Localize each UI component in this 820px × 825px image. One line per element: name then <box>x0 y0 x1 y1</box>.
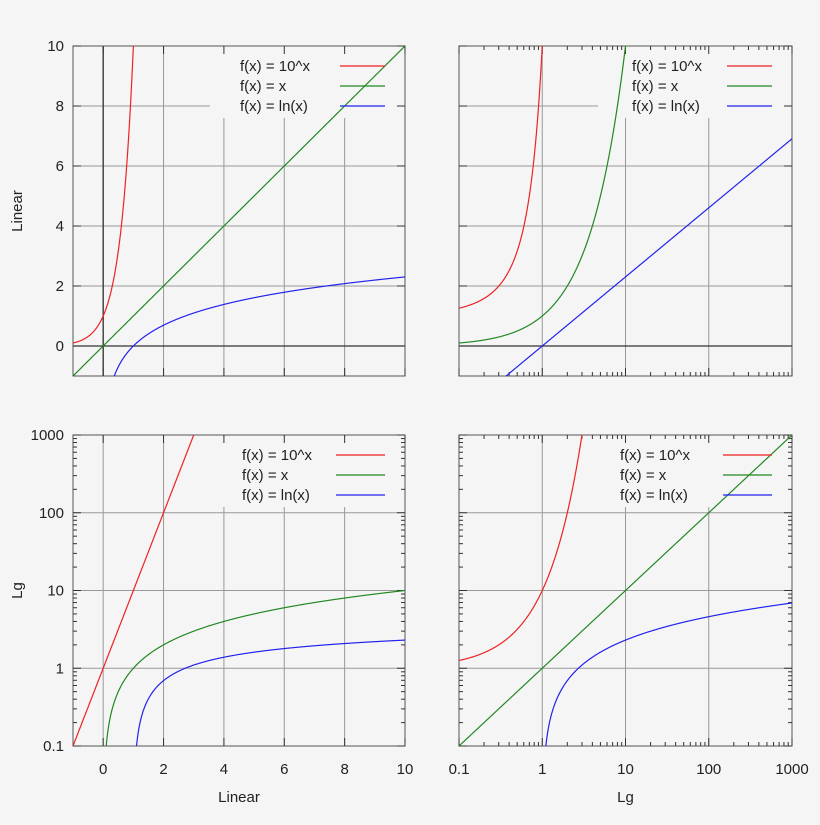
y-axis-label: Linear <box>9 190 26 232</box>
y-tick-label: 4 <box>56 218 64 235</box>
legend-label: f(x) = x <box>620 467 667 484</box>
y-axis-label: Lg <box>9 582 26 599</box>
curves <box>73 435 405 746</box>
legend-label: f(x) = ln(x) <box>632 98 700 115</box>
x-tick-label: 10 <box>617 761 634 778</box>
legend-label: f(x) = 10^x <box>240 58 310 75</box>
y-tick-label: 6 <box>56 158 64 175</box>
series-line-lnx <box>113 276 405 376</box>
x-tick-label: 1 <box>538 761 546 778</box>
panel-top-left: 0 2 4 6 8 10 Linear f(x) = 10^x f(x) = x f(x) = l… <box>9 38 406 377</box>
ticks <box>73 45 406 376</box>
plot-frame <box>72 45 406 377</box>
legend: f(x) = 10^x f(x) = x f(x) = ln(x) <box>242 447 385 504</box>
x-tick-label: 2 <box>159 761 167 778</box>
legend-label: f(x) = ln(x) <box>240 98 308 115</box>
series-line-lnx <box>545 602 792 746</box>
legend-label: f(x) = 10^x <box>242 447 312 464</box>
x-tick-label: 100 <box>696 761 721 778</box>
x-tick-label: 6 <box>280 761 288 778</box>
curves <box>459 435 792 746</box>
y-tick-label: 0.1 <box>43 738 64 755</box>
legend-label: f(x) = x <box>240 78 287 95</box>
y-tick-label: 8 <box>56 98 64 115</box>
y-tick-label: 1000 <box>31 427 64 444</box>
x-tick-label: 10 <box>397 761 414 778</box>
legend-label: f(x) = ln(x) <box>242 487 310 504</box>
series-line-10x <box>73 435 195 746</box>
series-line-x <box>105 589 405 746</box>
series-line-x <box>459 46 627 344</box>
x-tick-label: 8 <box>340 761 348 778</box>
legend-label: f(x) = x <box>632 78 679 95</box>
ticks <box>458 434 793 747</box>
panel-top-right: f(x) = 10^x f(x) = x f(x) = ln(x) <box>458 45 793 377</box>
legend-label: f(x) = 10^x <box>632 58 702 75</box>
legend: f(x) = 10^x f(x) = x f(x) = ln(x) <box>620 447 772 504</box>
series-line-lnx <box>135 639 405 746</box>
y-tick-label: 0 <box>56 338 64 355</box>
series-line-10x <box>459 46 543 309</box>
x-axis-label: Linear <box>218 789 260 806</box>
series-line-lnx <box>505 138 792 376</box>
legend-label: f(x) = x <box>242 467 289 484</box>
x-tick-label: 1000 <box>775 761 808 778</box>
legend: f(x) = 10^x f(x) = x f(x) = ln(x) <box>240 58 385 115</box>
legend-label: f(x) = ln(x) <box>620 487 688 504</box>
legend-label: f(x) = 10^x <box>620 447 690 464</box>
x-tick-label: 4 <box>220 761 228 778</box>
curves <box>459 46 792 376</box>
x-tick-label: 0.1 <box>449 761 470 778</box>
y-tick-label: 100 <box>39 505 64 522</box>
y-tick-label: 10 <box>47 583 64 600</box>
curves <box>73 46 405 376</box>
x-tick-label: 0 <box>99 761 107 778</box>
legend: f(x) = 10^x f(x) = x f(x) = ln(x) <box>632 58 772 115</box>
series-line-10x <box>459 435 583 662</box>
y-tick-label: 1 <box>56 660 64 677</box>
series-line-10x <box>73 46 134 344</box>
y-tick-label: 2 <box>56 278 64 295</box>
y-tick-label: 10 <box>47 38 64 55</box>
series-line-x <box>73 46 405 376</box>
x-axis-label: Lg <box>617 789 634 806</box>
series-line-x <box>459 435 792 746</box>
